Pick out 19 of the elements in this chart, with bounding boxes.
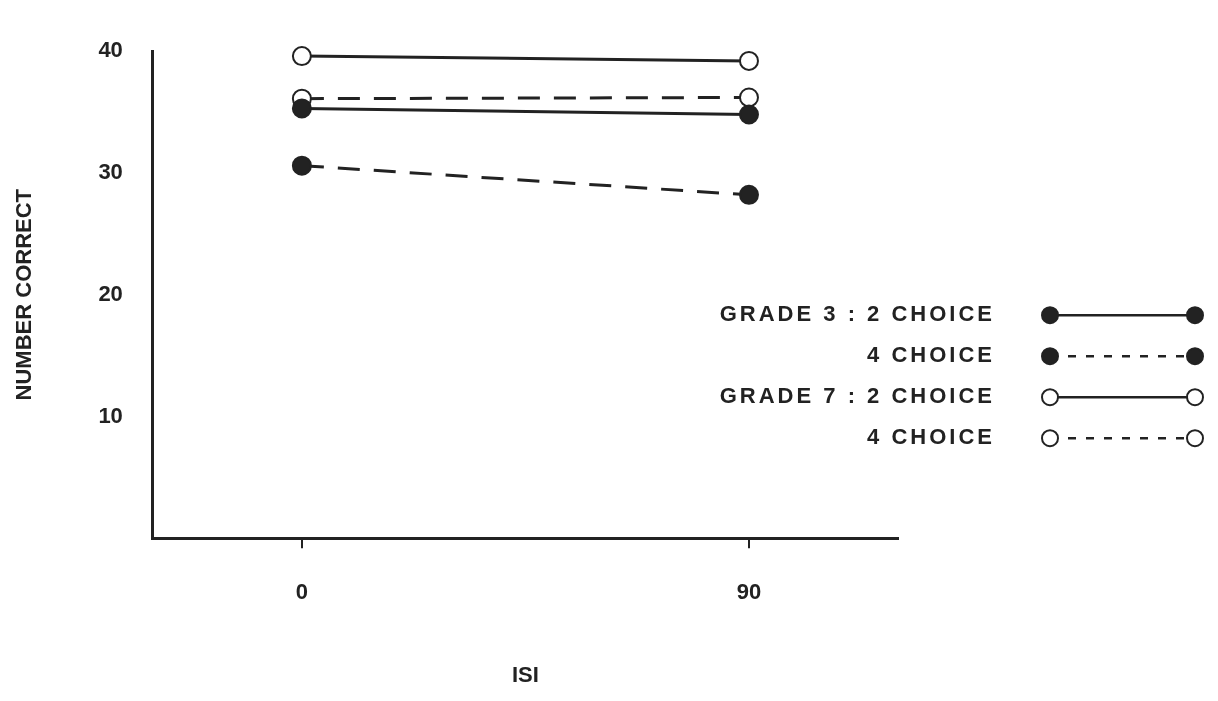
legend-label: GRADE 3 : 2 CHOICE (719, 301, 995, 327)
x-tick-label: 0 (295, 579, 309, 605)
point (738, 87, 759, 108)
legend-label: 4 CHOICE (867, 424, 995, 450)
point (291, 98, 312, 119)
y-tick-label: 10 (98, 402, 123, 428)
point (291, 46, 312, 67)
x-axis-title: ISI (511, 661, 539, 687)
point (291, 155, 312, 176)
legend-label: 4 CHOICE (867, 342, 995, 368)
y-axis-title: NUMBER CORRECT (11, 188, 37, 401)
x-tick-label: 90 (736, 579, 762, 605)
point (738, 50, 759, 71)
point (738, 104, 759, 125)
y-tick-label: 40 (98, 37, 123, 63)
legend-label: GRADE 7 : 2 CHOICE (719, 383, 995, 409)
point (738, 184, 759, 205)
y-tick-label: 20 (98, 280, 123, 306)
y-tick-label: 30 (98, 159, 123, 185)
